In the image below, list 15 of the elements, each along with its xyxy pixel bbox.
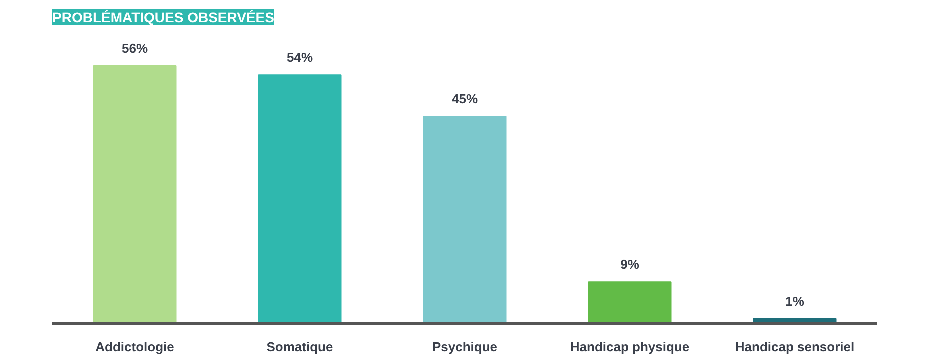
x-tick-label: Somatique (266, 340, 334, 354)
data-label: 45% (452, 92, 478, 107)
x-tick-label: Psychique (432, 340, 498, 354)
bar (93, 65, 177, 324)
x-tick-label: Handicap physique (570, 340, 690, 354)
x-tick-label: Addictologie (96, 340, 174, 354)
chart-title: PROBLÉMATIQUES OBSERVÉES (52, 10, 274, 26)
bar (258, 74, 342, 324)
bar (423, 116, 507, 324)
data-label: 54% (286, 50, 314, 66)
data-label: 9% (620, 257, 640, 272)
data-label: 1% (786, 294, 805, 309)
x-tick-label: Handicap sensoriel (735, 340, 855, 354)
data-label: 56% (122, 40, 148, 56)
bar (588, 282, 672, 324)
